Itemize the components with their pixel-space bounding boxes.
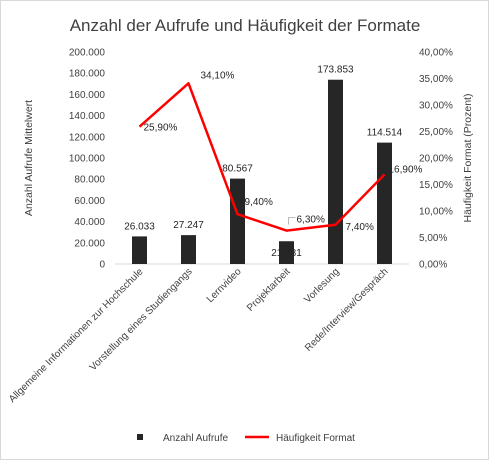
right-axis-ticks: 0,00% 5,00% 10,00% 15,00% 20,00% 25,00% 30,00%…: [419, 48, 453, 271]
bar-data-label: 173.853: [317, 65, 354, 76]
y-tick-label: 40.000: [74, 217, 105, 228]
line-data-label: 25,90%: [144, 123, 178, 134]
y-axis-title: Anzahl Aufrufe Mittelwert: [23, 100, 35, 216]
bar-data-label: 26.033: [124, 221, 155, 232]
y-tick-label: 80.000: [74, 175, 105, 186]
left-axis-ticks: 0 20.000 40.000 60.000 80.000 100.000 120.000 1…: [69, 48, 106, 271]
bar: [377, 142, 392, 264]
line-data-label: 6,30%: [297, 215, 325, 226]
legend: Anzahl Aufrufe Häufigkeit Format: [137, 433, 355, 444]
y-tick-label: 140.000: [69, 111, 106, 122]
leader-line: [288, 217, 296, 225]
category-label: Lernvideo: [205, 266, 244, 305]
bar-data-label: 114.514: [367, 128, 403, 139]
legend-label-line: Häufigkeit Format: [276, 433, 355, 444]
category-label: Vorlesung: [302, 266, 341, 305]
line-series: [138, 82, 386, 232]
y2-tick-label: 20,00%: [419, 154, 453, 165]
bar-data-label: 21.481: [271, 248, 302, 259]
bar: [132, 236, 147, 264]
category-label: Rede/Interview/Gespräch: [303, 266, 391, 354]
y2-tick-label: 15,00%: [419, 180, 453, 191]
category-label: Projektarbeit: [245, 266, 293, 314]
bar-data-label: 27.247: [173, 220, 204, 231]
y2-tick-label: 25,00%: [419, 127, 453, 138]
bar-series: [132, 79, 392, 264]
bar-data-labels: 26.033 27.247 80.567 21.481 173.853 114.514: [124, 65, 402, 260]
y2-tick-label: 35,00%: [419, 74, 453, 85]
line-data-label: 34,10%: [201, 70, 235, 81]
series-line: [138, 82, 386, 232]
y2-tick-label: 10,00%: [419, 207, 453, 218]
category-label: Vorstellung eines Studiengangs: [88, 266, 195, 373]
legend-label-bars: Anzahl Aufrufe: [163, 433, 228, 444]
line-data-label: 7,40%: [346, 222, 374, 233]
y-tick-label: 60.000: [74, 196, 105, 207]
bar: [181, 235, 196, 264]
line-data-label: 16,90%: [389, 164, 423, 175]
bar-data-label: 80.567: [222, 164, 253, 175]
y-tick-label: 100.000: [69, 154, 106, 165]
y2-tick-label: 30,00%: [419, 101, 453, 112]
y-tick-label: 120.000: [69, 132, 106, 143]
y-tick-label: 160.000: [69, 90, 106, 101]
y2-tick-label: 5,00%: [419, 233, 447, 244]
line-data-labels: 25,90% 34,10% 9,40% 6,30% 7,40% 16,90%: [144, 70, 423, 233]
y-tick-label: 200.000: [69, 48, 106, 59]
category-labels: Allgemeine Informationen zur HochschuleV…: [7, 266, 391, 405]
y2-axis-title: Häufigkeit Format (Prozent): [462, 94, 474, 223]
legend-swatch-bars: [137, 434, 143, 440]
line-data-label: 9,40%: [245, 197, 273, 208]
y-tick-label: 20.000: [74, 238, 105, 249]
chart-title: Anzahl der Aufrufe und Häufigkeit der Fo…: [70, 16, 421, 35]
y-tick-label: 0: [99, 260, 105, 271]
bar: [328, 79, 343, 264]
bar: [230, 178, 245, 264]
y-tick-label: 180.000: [69, 69, 106, 80]
y2-tick-label: 0,00%: [419, 260, 447, 271]
y2-tick-label: 40,00%: [419, 48, 453, 59]
bar: [279, 241, 294, 264]
